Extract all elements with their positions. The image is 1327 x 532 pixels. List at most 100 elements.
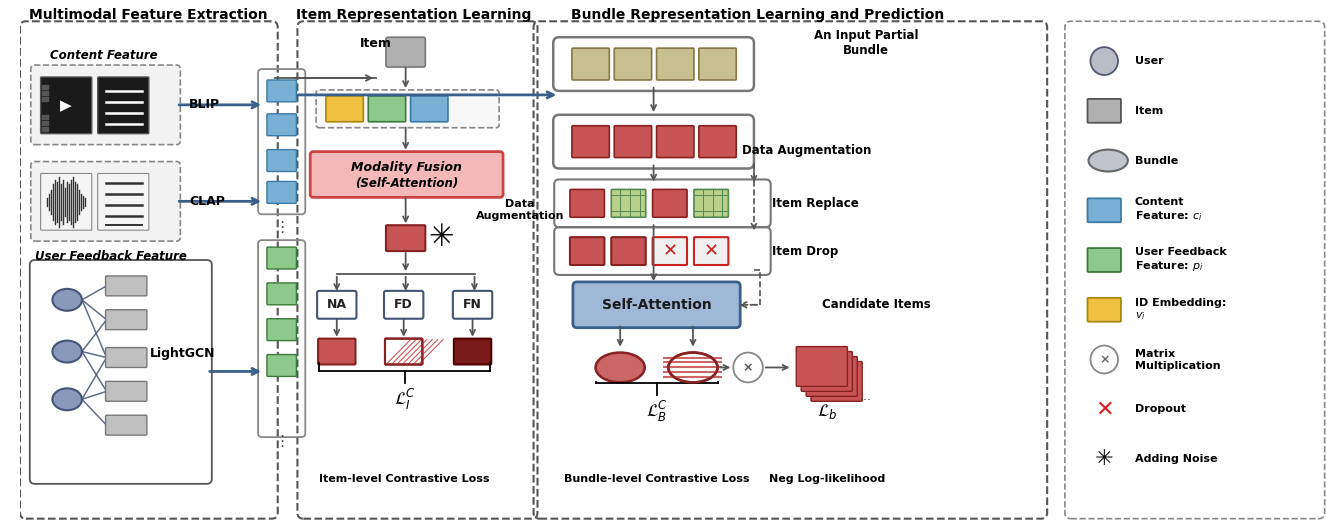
Text: Content
Feature: $c_i$: Content Feature: $c_i$ [1135, 197, 1202, 223]
FancyBboxPatch shape [326, 96, 364, 122]
Text: (Self-Attention): (Self-Attention) [356, 177, 458, 190]
FancyBboxPatch shape [267, 319, 296, 340]
FancyBboxPatch shape [98, 77, 149, 134]
Text: Dropout: Dropout [1135, 404, 1186, 414]
FancyBboxPatch shape [653, 237, 687, 265]
FancyBboxPatch shape [802, 352, 852, 392]
FancyBboxPatch shape [699, 48, 736, 80]
FancyBboxPatch shape [573, 282, 740, 328]
FancyBboxPatch shape [311, 152, 503, 197]
Text: FN: FN [463, 298, 482, 311]
Text: ✕: ✕ [662, 242, 677, 260]
Text: Item Representation Learning: Item Representation Learning [296, 9, 531, 22]
Text: Candidate Items: Candidate Items [821, 298, 930, 311]
FancyBboxPatch shape [1088, 198, 1121, 222]
FancyBboxPatch shape [612, 189, 646, 217]
Text: Bundle-level Contrastive Loss: Bundle-level Contrastive Loss [564, 474, 750, 484]
Text: Item: Item [1135, 106, 1162, 116]
Text: $\mathcal{L}_b$: $\mathcal{L}_b$ [816, 402, 837, 421]
FancyBboxPatch shape [1064, 21, 1324, 519]
FancyBboxPatch shape [694, 189, 729, 217]
FancyBboxPatch shape [106, 347, 147, 368]
FancyBboxPatch shape [694, 237, 729, 265]
FancyBboxPatch shape [454, 339, 491, 364]
FancyBboxPatch shape [267, 247, 296, 269]
Ellipse shape [53, 388, 82, 410]
FancyBboxPatch shape [316, 90, 499, 128]
Text: ×: × [743, 361, 754, 374]
FancyBboxPatch shape [386, 37, 426, 67]
FancyBboxPatch shape [571, 237, 604, 265]
Text: ✕: ✕ [1095, 399, 1113, 419]
FancyBboxPatch shape [31, 65, 180, 145]
Text: CLAP: CLAP [190, 195, 226, 208]
FancyBboxPatch shape [267, 283, 296, 305]
Text: User: User [1135, 56, 1164, 66]
Text: An Input Partial
Bundle: An Input Partial Bundle [813, 29, 918, 57]
FancyBboxPatch shape [657, 126, 694, 157]
Circle shape [734, 353, 763, 383]
FancyBboxPatch shape [385, 339, 422, 364]
FancyBboxPatch shape [572, 48, 609, 80]
Text: Neg Log-likelihood: Neg Log-likelihood [768, 474, 885, 484]
Text: Modality Fusion: Modality Fusion [352, 161, 462, 174]
Text: Data Augmentation: Data Augmentation [742, 144, 872, 157]
FancyBboxPatch shape [453, 291, 492, 319]
FancyBboxPatch shape [317, 291, 357, 319]
Text: NA: NA [326, 298, 346, 311]
FancyBboxPatch shape [31, 162, 180, 241]
FancyBboxPatch shape [612, 237, 646, 265]
FancyBboxPatch shape [653, 189, 687, 217]
FancyBboxPatch shape [410, 96, 449, 122]
Text: User Feedback Feature: User Feedback Feature [35, 250, 186, 263]
Text: ✳: ✳ [429, 223, 454, 252]
Ellipse shape [596, 353, 645, 383]
FancyBboxPatch shape [318, 339, 356, 364]
Circle shape [1091, 346, 1119, 373]
Text: FD: FD [394, 298, 413, 311]
FancyBboxPatch shape [699, 126, 736, 157]
Text: Item-level Contrastive Loss: Item-level Contrastive Loss [320, 474, 490, 484]
Text: Item Drop: Item Drop [772, 245, 837, 257]
FancyBboxPatch shape [267, 181, 296, 203]
FancyBboxPatch shape [386, 225, 426, 251]
FancyBboxPatch shape [1088, 298, 1121, 322]
Text: $\mathcal{L}^C_I$: $\mathcal{L}^C_I$ [394, 387, 415, 412]
FancyBboxPatch shape [796, 346, 848, 386]
FancyBboxPatch shape [267, 149, 296, 171]
Text: Self-Attention: Self-Attention [601, 298, 711, 312]
FancyBboxPatch shape [369, 96, 406, 122]
FancyBboxPatch shape [384, 291, 423, 319]
FancyBboxPatch shape [106, 415, 147, 435]
Text: LightGCN: LightGCN [150, 347, 215, 360]
Text: Content Feature: Content Feature [50, 48, 158, 62]
Text: Bundle Representation Learning and Prediction: Bundle Representation Learning and Predi… [571, 9, 945, 22]
FancyBboxPatch shape [106, 381, 147, 401]
Text: Item Replace: Item Replace [772, 197, 859, 210]
FancyBboxPatch shape [805, 356, 857, 396]
Text: Data
Augmentation: Data Augmentation [475, 200, 564, 221]
FancyBboxPatch shape [811, 362, 863, 401]
FancyBboxPatch shape [29, 260, 212, 484]
Text: User Feedback
Feature: $p_i$: User Feedback Feature: $p_i$ [1135, 247, 1226, 273]
Text: $\mathcal{L}^C_B$: $\mathcal{L}^C_B$ [646, 398, 667, 424]
FancyBboxPatch shape [614, 48, 652, 80]
Text: Adding Noise: Adding Noise [1135, 454, 1217, 464]
Text: ⋮: ⋮ [275, 220, 289, 235]
FancyBboxPatch shape [267, 354, 296, 377]
FancyBboxPatch shape [572, 126, 609, 157]
FancyBboxPatch shape [614, 126, 652, 157]
Ellipse shape [53, 289, 82, 311]
FancyBboxPatch shape [267, 80, 296, 102]
Ellipse shape [53, 340, 82, 362]
Text: ID Embedding:
$v_i$: ID Embedding: $v_i$ [1135, 298, 1226, 322]
Text: ✳: ✳ [1095, 449, 1113, 469]
FancyBboxPatch shape [571, 189, 604, 217]
Text: ×: × [1099, 353, 1109, 366]
Ellipse shape [669, 353, 718, 383]
FancyBboxPatch shape [267, 114, 296, 136]
FancyBboxPatch shape [41, 173, 92, 230]
Text: Item: Item [360, 37, 391, 49]
Text: Bundle: Bundle [1135, 155, 1178, 165]
Text: ...: ... [860, 390, 872, 403]
